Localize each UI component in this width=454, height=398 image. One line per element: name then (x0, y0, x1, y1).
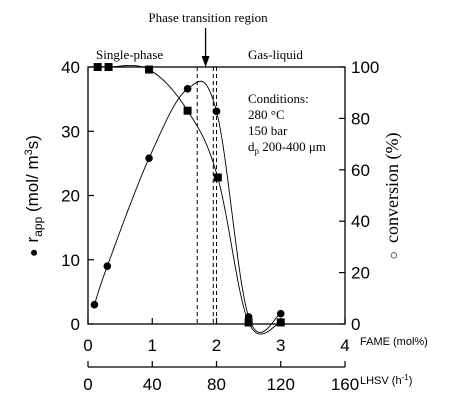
right-axis-main: conversion (%) (382, 133, 403, 243)
fame-axis-label: FAME (mol%) (360, 336, 428, 348)
right-tick-label: 40 (351, 212, 370, 231)
lhsv-label-end: ) (409, 375, 413, 387)
right-axis-label: ○ conversion (%) (382, 133, 403, 260)
lhsv-tick-label: 40 (143, 375, 162, 394)
left-axis-unit-sup: 3 (23, 149, 35, 155)
series-markers (90, 63, 285, 327)
conversion-point (244, 318, 253, 327)
conditions-title: Conditions: (248, 91, 309, 106)
rate-point (183, 85, 192, 93)
conversion-point (104, 63, 113, 71)
left-tick-label: 30 (61, 122, 80, 141)
conversion-point (145, 65, 154, 74)
right-axis-symbol: ○ (387, 251, 402, 259)
left-axis-sub: app (31, 216, 45, 236)
left-axis-unit-close: s) (23, 135, 42, 149)
particle-symbol: d (248, 139, 255, 154)
phase-transition-label: Phase transition region (148, 10, 268, 25)
rate-point (276, 309, 285, 318)
left-axis-symbol: ● (25, 248, 41, 256)
rate-point (145, 154, 153, 163)
rate-point (90, 300, 99, 309)
single-phase-label: Single-phase (96, 47, 163, 62)
conversion-point (276, 318, 285, 327)
conversion-point (213, 173, 222, 182)
right-tick-label: 60 (351, 161, 370, 180)
particle-subscript: p (255, 146, 260, 156)
particle-value: 200-400 μm (259, 139, 326, 154)
left-tick-label: 10 (61, 251, 80, 270)
lhsv-tick-label: 0 (83, 375, 92, 394)
conditions-particle-size: dp 200-400 μm (248, 139, 326, 156)
conditions-temperature: 280 °C (248, 107, 285, 122)
lhsv-label-main: LHSV (h (360, 375, 402, 387)
fame-tick-label: 1 (148, 336, 157, 355)
phase-transition-lines (196, 67, 217, 324)
svg-text:●rapp (mol/ m3s): ● rapp (mol/ m3s) (23, 135, 45, 257)
lhsv-axis-label: LHSV (h-1) (360, 373, 412, 387)
left-tick-label: 0 (71, 315, 80, 334)
svg-text:○conversion (%): ○ conversion (%) (382, 133, 403, 260)
left-axis-main: r (23, 236, 42, 242)
left-tick-label: 20 (61, 187, 80, 206)
left-tick-label: 40 (61, 58, 80, 77)
right-tick-label: 0 (351, 315, 360, 334)
conditions-pressure: 150 bar (248, 123, 288, 138)
fame-tick-label: 0 (83, 336, 92, 355)
left-axis-ticks: 0 10 20 30 40 (61, 58, 94, 334)
conversion-point (93, 63, 102, 71)
lhsv-tick-label: 160 (331, 375, 359, 394)
conversion-point (183, 106, 192, 115)
right-tick-label: 80 (351, 109, 370, 128)
right-tick-label: 20 (351, 264, 370, 283)
phase-transition-arrow-head (201, 56, 210, 67)
gas-liquid-label: Gas-liquid (248, 47, 303, 62)
rate-point (103, 262, 112, 270)
left-axis-label: ● rapp (mol/ m3s) (23, 135, 45, 257)
right-axis-ticks: 0 20 40 60 80 100 (339, 58, 379, 334)
lhsv-label-sup: -1 (402, 373, 410, 382)
right-tick-label: 100 (351, 58, 379, 77)
lhsv-tick-label: 80 (207, 375, 226, 394)
rate-point (212, 107, 221, 116)
fame-tick-label: 4 (340, 336, 349, 355)
fame-tick-label: 2 (212, 336, 221, 355)
fame-tick-label: 3 (276, 336, 285, 355)
lhsv-tick-label: 120 (267, 375, 295, 394)
lhsv-axis-ticks: 0 40 80 120 160 (83, 361, 359, 394)
left-axis-unit-open: (mol/ m (23, 155, 42, 216)
